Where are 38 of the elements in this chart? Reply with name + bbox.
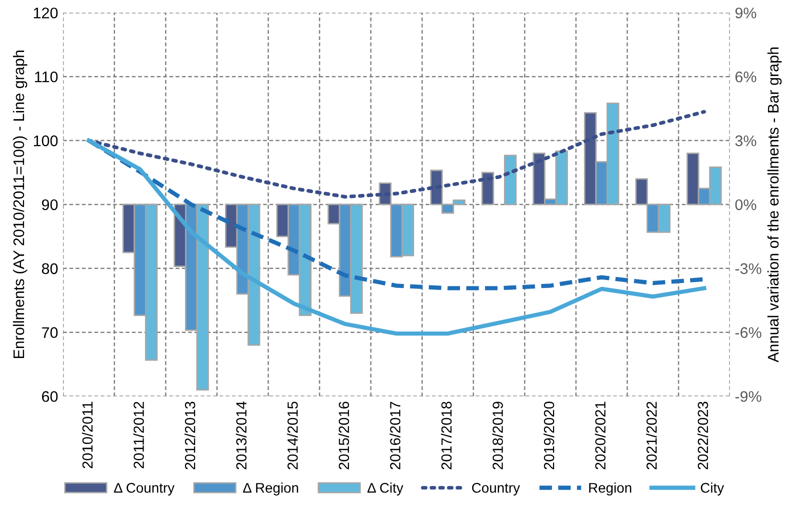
y-axis-title: Enrollments (AY 2010/2011=100) - Line graph — [12, 50, 28, 358]
legend-label: City — [700, 482, 724, 496]
y-tick-label: 60 — [42, 391, 58, 402]
x-tick-label: 2018/2019 — [492, 402, 503, 470]
x-tick-label: 2016/2017 — [390, 402, 400, 470]
y2-tick-label: -9% — [735, 391, 762, 402]
x-tick-label: 2021/2022 — [646, 402, 657, 470]
legend-label: Δ Country — [114, 482, 175, 496]
x-tick-label: 2020/2021 — [594, 402, 606, 470]
y-tick-label: 100 — [34, 135, 58, 146]
x-tick-label: 2015/2016 — [338, 402, 350, 470]
legend-label: Region — [589, 482, 632, 496]
y2-tick-label: -3% — [735, 263, 762, 274]
x-tick-label: 2013/2014 — [236, 402, 247, 470]
bar — [481, 172, 494, 206]
bar — [504, 154, 517, 206]
y-tick-label: 110 — [35, 71, 58, 82]
line-series — [86, 138, 706, 336]
legend-label: Δ Region — [243, 482, 298, 496]
y-tick-label: 120 — [34, 8, 58, 18]
y2-tick-label: 3% — [735, 135, 756, 146]
x-tick-label: 2019/2020 — [544, 402, 554, 470]
legend-label: Δ City — [367, 482, 404, 496]
y-tick-label: 80 — [42, 263, 58, 274]
y2-axis-title: Annual variation of the enrollments - Bar graph — [767, 47, 782, 362]
x-tick-label: 2014/2015 — [287, 402, 298, 470]
y-tick-label: 90 — [42, 199, 58, 210]
y2-tick-label: 6% — [735, 71, 756, 82]
y2-tick-label: -6% — [735, 327, 762, 338]
y2-tick-label: 9% — [735, 8, 756, 18]
y-tick-label: 70 — [42, 327, 58, 338]
legend-label: Country — [472, 482, 520, 496]
x-tick-label: 2012/2013 — [184, 402, 196, 470]
x-tick-label: 2011/2012 — [133, 402, 144, 468]
x-tick-label: 2017/2018 — [440, 402, 452, 470]
y2-tick-label: 0% — [735, 199, 756, 210]
x-tick-label: 2022/2023 — [697, 402, 708, 470]
x-tick-label: 2010/2011 — [82, 402, 93, 468]
